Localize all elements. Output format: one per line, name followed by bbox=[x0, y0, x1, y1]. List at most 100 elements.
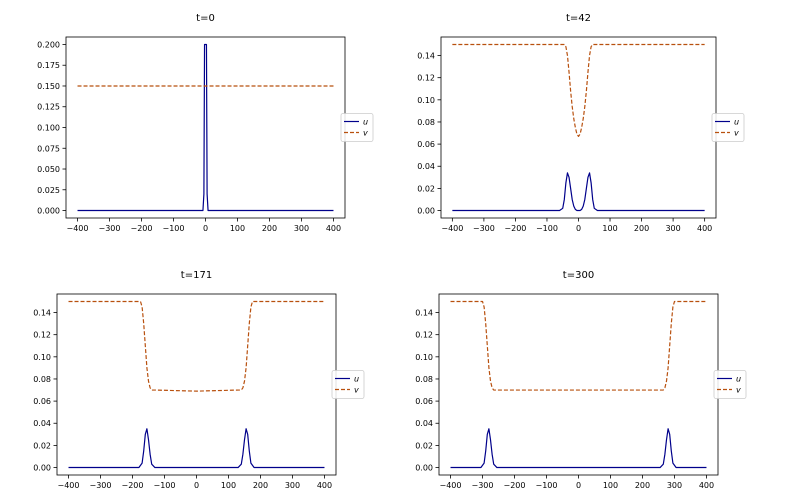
y-tick-label: 0.100 bbox=[37, 124, 60, 133]
x-tick-label: 400 bbox=[699, 481, 714, 490]
x-tick-label: 200 bbox=[262, 224, 277, 233]
chart-panel-3: t=171 −400 −300 −200 −100 0 100 200 300 400 0.00 0.… bbox=[33, 270, 365, 490]
legend-u-label: u bbox=[354, 375, 359, 384]
x-tick-label: −400 bbox=[440, 481, 462, 490]
y-tick-label: 0.00 bbox=[415, 464, 433, 473]
y-tick-label: 0.200 bbox=[37, 40, 60, 49]
y-tick-label: 0.12 bbox=[417, 74, 435, 83]
x-tick-label: −200 bbox=[122, 481, 144, 490]
x-tick-label: 300 bbox=[667, 481, 682, 490]
y-tick-label: 0.08 bbox=[415, 375, 433, 384]
y-tick-label: 0.08 bbox=[33, 375, 51, 384]
series-u-line bbox=[68, 428, 325, 469]
y-tick-label: 0.04 bbox=[415, 419, 433, 428]
y-tick-label: 0.12 bbox=[415, 331, 433, 340]
chart-title: t=42 bbox=[566, 13, 591, 24]
y-tick-label: 0.06 bbox=[415, 397, 433, 406]
y-tick-label: 0.175 bbox=[37, 61, 60, 70]
chart-title: t=0 bbox=[196, 13, 215, 24]
x-tick-label: −300 bbox=[473, 224, 495, 233]
y-tick-label: 0.10 bbox=[33, 353, 51, 362]
legend-v-label: v bbox=[736, 386, 741, 395]
x-tick-label: 300 bbox=[665, 224, 680, 233]
x-tick-label: 200 bbox=[634, 224, 649, 233]
chart-title: t=171 bbox=[181, 270, 212, 281]
series-v-line bbox=[450, 300, 707, 391]
x-tick-label: 0 bbox=[203, 224, 208, 233]
chart-panel-1: t=0 −400 −300 −200 −100 0 100 200 300 400 0.000 0.0… bbox=[37, 13, 374, 233]
y-tick-label: 0.050 bbox=[37, 165, 60, 174]
series-u-line bbox=[450, 428, 707, 469]
y-tick-label: 0.02 bbox=[417, 184, 435, 193]
x-tick-label: 0 bbox=[576, 224, 581, 233]
y-tick-label: 0.10 bbox=[415, 353, 433, 362]
x-tick-label: −300 bbox=[472, 481, 494, 490]
x-tick-label: −100 bbox=[536, 481, 558, 490]
legend-v-label: v bbox=[734, 129, 739, 138]
x-tick-label: 100 bbox=[603, 481, 618, 490]
y-tick-label: 0.04 bbox=[417, 162, 435, 171]
x-tick-label: 0 bbox=[194, 481, 199, 490]
legend-box bbox=[331, 370, 365, 399]
y-tick-label: 0.14 bbox=[33, 309, 51, 318]
x-tick-label: 400 bbox=[317, 481, 332, 490]
y-tick-label: 0.125 bbox=[37, 103, 60, 112]
x-tick-label: 200 bbox=[635, 481, 650, 490]
x-tick-label: 200 bbox=[253, 481, 268, 490]
y-tick-label: 0.02 bbox=[415, 441, 433, 450]
chart-panel-4: t=300 −400 −300 −200 −100 0 100 200 300 400 0.00 0.… bbox=[415, 270, 747, 490]
x-tick-label: −100 bbox=[154, 481, 176, 490]
axes-frame bbox=[65, 36, 346, 219]
x-tick-label: −200 bbox=[131, 224, 153, 233]
x-tick-label: −400 bbox=[67, 224, 89, 233]
x-tick-label: −200 bbox=[504, 224, 526, 233]
x-tick-label: 100 bbox=[602, 224, 617, 233]
legend-box bbox=[711, 113, 745, 142]
series-u-line bbox=[452, 172, 705, 212]
axes-frame bbox=[438, 293, 719, 476]
y-tick-label: 0.025 bbox=[37, 186, 60, 195]
y-tick-label: 0.00 bbox=[33, 464, 51, 473]
axes-frame bbox=[440, 36, 717, 219]
y-tick-label: 0.000 bbox=[37, 207, 60, 216]
y-tick-label: 0.150 bbox=[37, 82, 60, 91]
legend-box bbox=[340, 113, 374, 142]
y-tick-label: 0.14 bbox=[417, 52, 435, 61]
y-tick-label: 0.075 bbox=[37, 144, 60, 153]
legend-u-label: u bbox=[363, 118, 368, 127]
legend-box bbox=[713, 370, 747, 399]
x-tick-label: −300 bbox=[90, 481, 112, 490]
series-v-line bbox=[452, 43, 705, 137]
y-tick-label: 0.06 bbox=[417, 140, 435, 149]
y-tick-label: 0.08 bbox=[417, 118, 435, 127]
x-tick-label: −200 bbox=[504, 481, 526, 490]
series-v-line bbox=[68, 300, 325, 392]
y-tick-label: 0.14 bbox=[415, 309, 433, 318]
x-tick-label: 400 bbox=[697, 224, 712, 233]
y-tick-label: 0.06 bbox=[33, 397, 51, 406]
x-tick-label: 100 bbox=[221, 481, 236, 490]
x-tick-label: −400 bbox=[58, 481, 80, 490]
y-tick-label: 0.12 bbox=[33, 331, 51, 340]
x-tick-label: −300 bbox=[99, 224, 121, 233]
legend-u-label: u bbox=[736, 375, 741, 384]
chart-panel-2: t=42 −400 −300 −200 −100 0 100 200 300 400 0.00 0.0… bbox=[417, 13, 745, 233]
x-tick-label: 400 bbox=[326, 224, 341, 233]
x-tick-label: 300 bbox=[294, 224, 309, 233]
x-tick-label: 300 bbox=[285, 481, 300, 490]
y-tick-label: 0.10 bbox=[417, 96, 435, 105]
x-tick-label: −100 bbox=[536, 224, 558, 233]
axes-frame bbox=[56, 293, 337, 476]
x-tick-label: −400 bbox=[441, 224, 463, 233]
x-tick-label: 100 bbox=[230, 224, 245, 233]
legend-v-label: v bbox=[363, 129, 368, 138]
y-tick-label: 0.04 bbox=[33, 419, 51, 428]
series-u-line bbox=[77, 43, 334, 212]
x-tick-label: −100 bbox=[163, 224, 185, 233]
chart-title: t=300 bbox=[563, 270, 594, 281]
legend-v-label: v bbox=[354, 386, 359, 395]
y-tick-label: 0.00 bbox=[417, 207, 435, 216]
legend-u-label: u bbox=[734, 118, 739, 127]
y-tick-label: 0.02 bbox=[33, 441, 51, 450]
